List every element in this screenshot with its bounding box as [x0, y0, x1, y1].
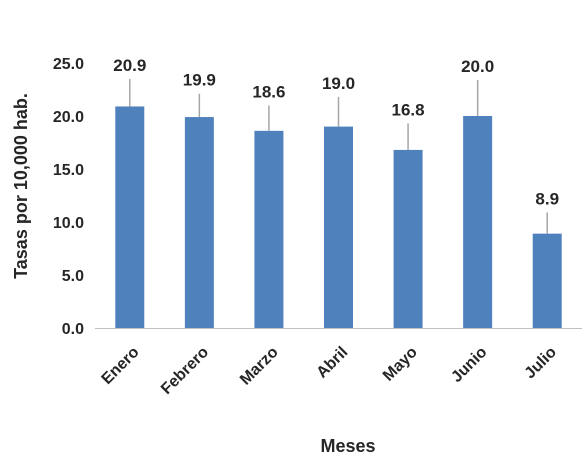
data-label: 19.0 — [322, 74, 355, 93]
x-tick-labels: Enero Febrero Marzo Abril Mayo Junio Julio — [99, 344, 561, 398]
bar — [324, 126, 353, 328]
y-tick-label: 0.0 — [62, 321, 84, 338]
y-tick-labels: 0.0 5.0 10.0 15.0 20.0 25.0 — [53, 56, 84, 338]
x-tick-label: Enero — [99, 344, 143, 388]
x-tick-label: Febrero — [158, 344, 212, 398]
y-tick-label: 5.0 — [62, 268, 84, 285]
data-label: 20.0 — [461, 57, 494, 76]
bar — [393, 149, 423, 328]
data-labels: 20.9 19.9 18.6 19.0 16.8 20.0 8.9 — [113, 56, 559, 209]
bar — [463, 116, 493, 328]
bar — [184, 117, 214, 328]
x-axis-title: Meses — [320, 436, 375, 456]
bar — [115, 106, 145, 329]
x-tick-label: Julio — [522, 344, 561, 383]
y-tick-label: 10.0 — [53, 215, 84, 232]
y-tick-label: 25.0 — [53, 56, 84, 73]
y-axis-title: Tasas por 10,000 hab. — [11, 93, 31, 279]
bar — [532, 233, 562, 328]
y-tick-label: 20.0 — [53, 109, 84, 126]
data-label: 16.8 — [392, 100, 425, 119]
data-label: 18.6 — [252, 82, 285, 101]
data-label: 20.9 — [113, 56, 146, 75]
bar — [254, 130, 284, 328]
data-label: 8.9 — [535, 189, 559, 208]
x-tick-label: Junio — [448, 344, 490, 386]
bars — [115, 106, 562, 329]
x-tick-label: Marzo — [237, 344, 282, 389]
y-tick-label: 15.0 — [53, 162, 84, 179]
x-tick-label: Mayo — [380, 344, 421, 385]
x-tick-label: Abril — [314, 344, 352, 382]
data-label: 19.9 — [183, 71, 216, 90]
error-bars — [129, 78, 548, 234]
